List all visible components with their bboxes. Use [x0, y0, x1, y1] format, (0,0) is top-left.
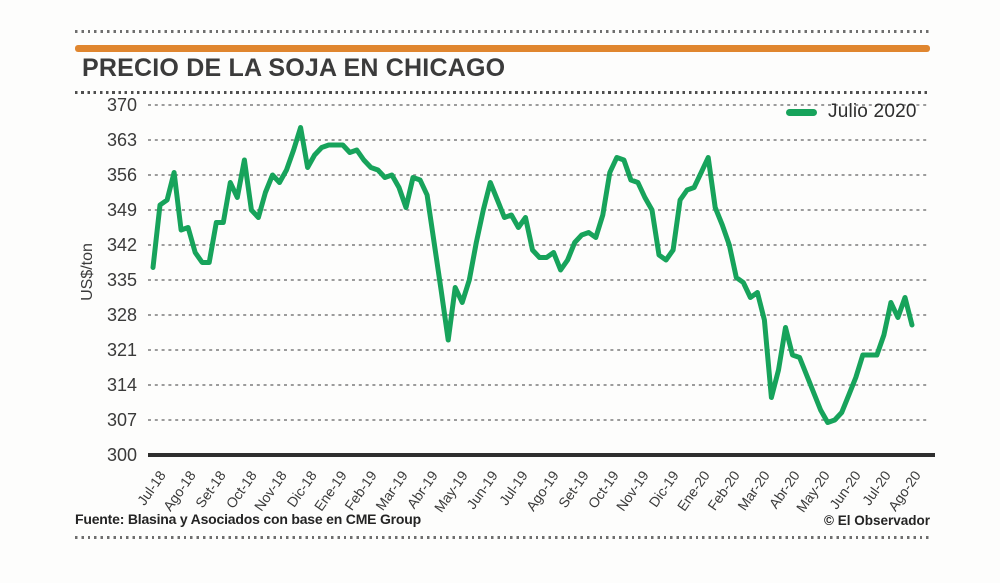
y-tick-label: 356 [106, 165, 137, 185]
bottom-dotted-rule [75, 536, 930, 539]
y-tick-label: 307 [106, 410, 137, 430]
y-tick-label: 342 [106, 235, 137, 255]
y-tick-label: 349 [106, 200, 137, 220]
y-tick-label: 363 [106, 130, 137, 150]
legend-line-swatch-icon [786, 108, 817, 116]
accent-bar [75, 45, 930, 52]
y-tick-label: 314 [106, 375, 137, 395]
y-tick-label: 321 [106, 340, 137, 360]
y-tick-label: 370 [106, 95, 137, 115]
top-dotted-rule [75, 30, 930, 33]
page-title: PRECIO DE LA SOJA EN CHICAGO [82, 54, 506, 82]
title-dotted-rule [75, 91, 930, 94]
y-tick-label: 335 [106, 270, 137, 290]
price-line-julio-2020 [150, 125, 915, 425]
plot-area [148, 104, 935, 457]
y-tick-label: 328 [106, 305, 137, 325]
legend: Julio 2020 [786, 101, 917, 123]
y-tick-label: 300 [106, 445, 137, 465]
credit-note: © El Observador [824, 513, 930, 528]
legend-label: Julio 2020 [828, 101, 917, 122]
source-note: Fuente: Blasina y Asociados con base en … [75, 511, 421, 527]
